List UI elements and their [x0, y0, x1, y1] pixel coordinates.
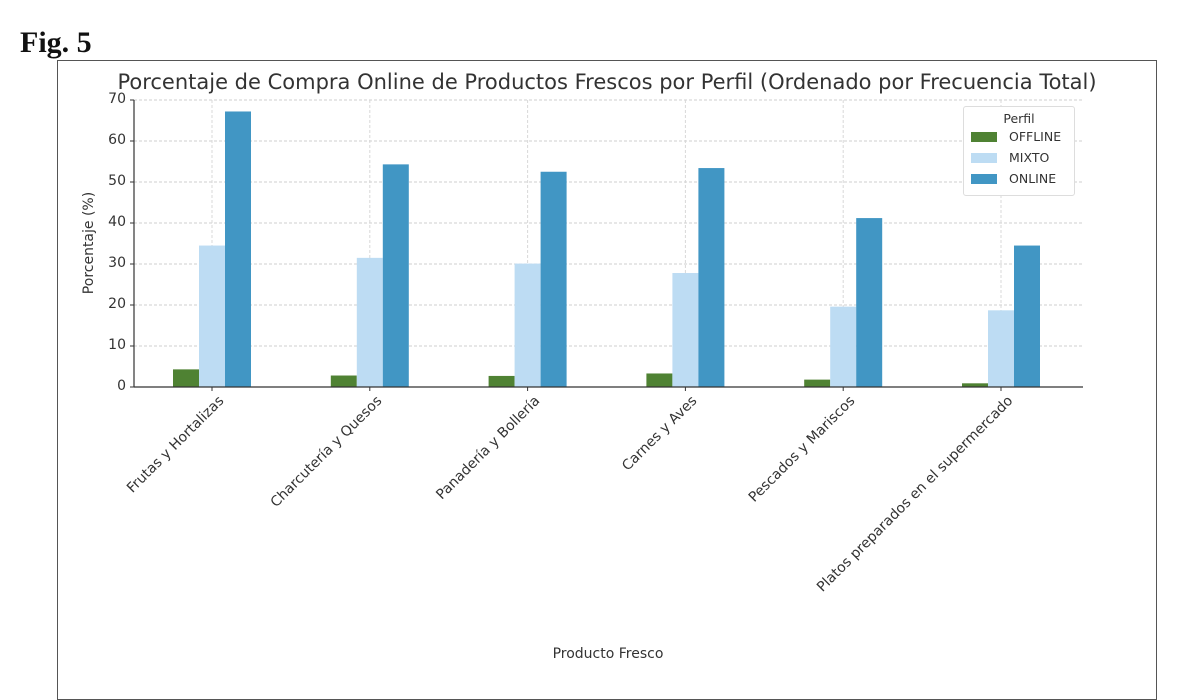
plot-area: [130, 99, 1083, 391]
bar-mixto: [356, 257, 383, 387]
bar-online: [540, 171, 567, 387]
bar-online: [1014, 245, 1040, 387]
bar-mixto: [988, 310, 1014, 387]
y-tick-label: 0: [117, 378, 126, 394]
bar-online: [225, 111, 251, 387]
bar-mixto: [830, 306, 857, 387]
bar-offline: [330, 375, 357, 387]
bar-offline: [488, 375, 515, 387]
bar-online: [856, 218, 883, 387]
y-tick-label: 40: [108, 214, 126, 230]
bar-offline: [173, 369, 199, 387]
y-tick-label: 70: [108, 91, 126, 107]
chart-title: Porcentaje de Compra Online de Productos…: [117, 70, 1097, 94]
bar-mixto: [514, 263, 541, 387]
y-tick-label: 10: [108, 337, 126, 353]
legend-swatch: [971, 173, 997, 184]
bar-online: [382, 164, 409, 387]
legend-label: OFFLINE: [1009, 129, 1062, 144]
legend-swatch: [971, 131, 997, 142]
y-tick-label: 60: [108, 132, 126, 148]
bar-mixto: [199, 245, 225, 387]
legend-swatch: [971, 152, 997, 163]
y-tick-label: 50: [108, 173, 126, 189]
bar-offline: [962, 383, 988, 387]
bar-offline: [804, 379, 831, 387]
legend-item-online: ONLINE: [964, 168, 1074, 189]
legend-label: ONLINE: [1009, 171, 1057, 186]
figure-label: Fig. 5: [20, 26, 92, 59]
legend-item-offline: OFFLINE: [964, 126, 1074, 147]
bar-online: [698, 168, 725, 387]
legend: Perfil OFFLINE MIXTO ONLINE: [963, 106, 1075, 196]
y-axis-label: Porcentaje (%): [81, 191, 97, 295]
bar-offline: [646, 373, 673, 387]
x-axis-label: Producto Fresco: [552, 646, 664, 662]
bar-mixto: [672, 273, 699, 387]
legend-item-mixto: MIXTO: [964, 147, 1074, 168]
y-tick-label: 20: [108, 296, 126, 312]
legend-label: MIXTO: [1009, 150, 1050, 165]
legend-title: Perfil: [1003, 111, 1035, 126]
y-tick-label: 30: [108, 255, 126, 271]
